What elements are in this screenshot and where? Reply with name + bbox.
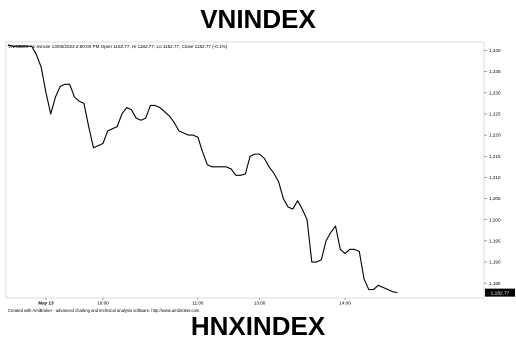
y-tick-label: 1,190 [489,260,501,265]
y-tick-label: 1,195 [489,238,501,243]
chart-svg: 1,185 1,190 1,195 1,200 1,205 1,210 1,215 1,220… [0,38,516,316]
chart-title-hnxindex: HNXINDEX [190,311,326,341]
y-tick-label: 1,215 [489,154,501,159]
chart-footer-text: Created with AmiBroker - advanced charti… [8,308,200,313]
y-tick-label: 1,210 [489,175,501,180]
x-tick-label: 11:00 [192,301,204,306]
y-tick-label: 1,230 [489,90,501,95]
x-tick-label: 10:00 [97,301,109,306]
chart-background [0,38,516,316]
plot-frame [5,41,485,299]
y-tick-label: 1,200 [489,217,501,222]
y-tick-label: 1,220 [489,133,501,138]
y-tick-label: 1,185 [489,281,501,286]
x-axis: May 13 10:00 11:00 13:00 14:00 [38,298,351,306]
chart-area: 1,185 1,190 1,195 1,200 1,205 1,210 1,215 1,220… [0,38,516,316]
y-axis: 1,185 1,190 1,195 1,200 1,205 1,210 1,215 1,220… [484,48,515,297]
x-tick-label: 13:00 [254,301,266,306]
last-value-badge [485,288,515,297]
x-tick-label: 14:00 [339,301,351,306]
last-value-label: 1,182.77 [491,290,510,296]
chart-title-vnindex: VNINDEX [200,4,316,34]
y-tick-label: 1,205 [489,196,501,201]
x-tick-label: May 13 [38,301,54,306]
series-layer [7,44,398,294]
y-tick-label: 1,240 [489,48,501,53]
y-tick-label: 1,225 [489,112,501,117]
y-tick-label: 1,235 [489,69,501,74]
chart-header-text: VNINDEX - 1-minute 13/05/2022 2:50:00 PM… [8,44,228,49]
